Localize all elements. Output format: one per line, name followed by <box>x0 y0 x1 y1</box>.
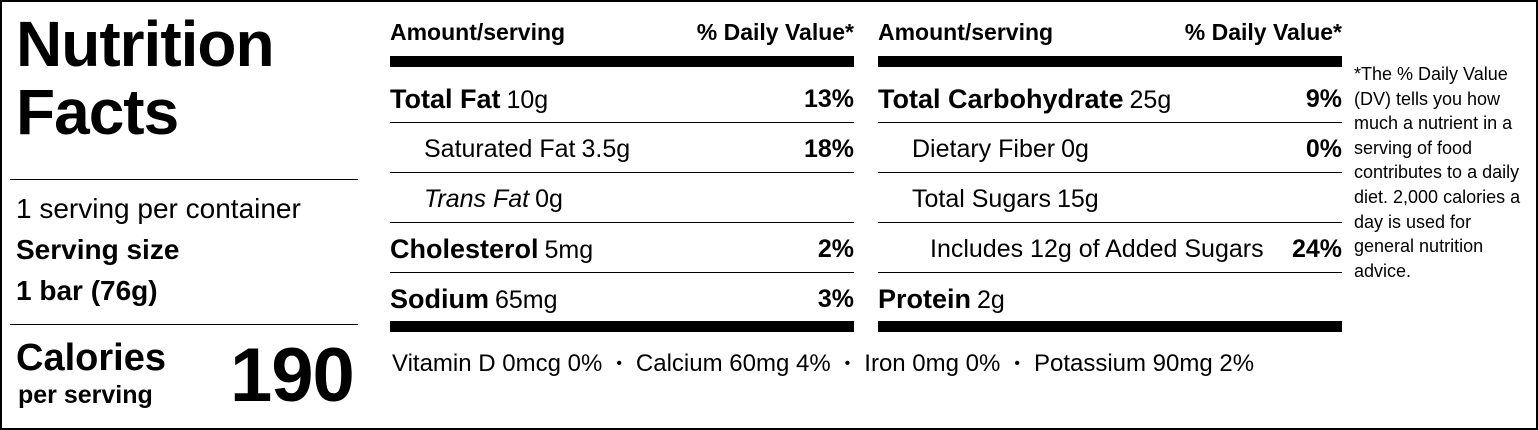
nutrient-row: Total Sugars 15g <box>878 174 1342 224</box>
thick-bar <box>878 56 1342 67</box>
nutrient-row: Trans Fat 0g <box>390 174 854 224</box>
calories-sublabel: per serving <box>18 381 153 409</box>
nutrient-row: Includes 12g of Added Sugars 24% <box>878 224 1342 274</box>
nutrient-row: Sodium 65mg 3% <box>390 274 854 324</box>
amount-header: Amount/serving <box>878 19 1054 45</box>
nutrient-name: Total Fat <box>390 84 501 114</box>
nutrient-name: Includes 12g of Added Sugars <box>930 235 1264 263</box>
row-divider <box>878 272 1342 273</box>
title: Nutrition Facts <box>16 8 275 148</box>
nutrient-column: Amount/serving % Daily Value* Total Carboh… <box>878 2 1342 342</box>
nutrient-amount: 25g <box>1129 86 1172 114</box>
serving-size: 1 bar (76g) <box>16 275 158 306</box>
row-divider <box>878 122 1342 123</box>
dv-header: % Daily Value* <box>696 19 854 45</box>
vitamin-item: Calcium 60mg 4% <box>602 350 831 377</box>
daily-value: 18% <box>803 135 854 163</box>
dv-header: % Daily Value* <box>1184 19 1342 45</box>
vitamin-item: Vitamin D 0mcg 0% <box>392 350 603 377</box>
nutrient-name: Saturated Fat <box>424 135 576 163</box>
nutrient-row: Cholesterol 5mg 2% <box>390 224 854 274</box>
title-line: Facts <box>16 76 179 148</box>
row-divider <box>390 222 854 223</box>
vitamin-item: Iron 0mg 0% <box>831 350 1000 377</box>
nutrient-amount: 65mg <box>495 286 558 314</box>
thick-bar <box>390 56 854 67</box>
footnote: *The % Daily Value (DV) tells you how mu… <box>1354 64 1521 281</box>
servings: 1 serving per container <box>16 193 301 224</box>
nutrient-amount: 3.5g <box>581 135 631 163</box>
daily-value: 9% <box>1305 85 1342 113</box>
vitamin-item: Potassium 90mg 2% <box>1000 350 1254 377</box>
row-divider <box>878 222 1342 223</box>
divider <box>10 324 358 325</box>
amount-header: Amount/serving <box>390 19 566 45</box>
nutrient-row: Total Fat 10g 13% <box>390 74 854 124</box>
calories-label: Calories <box>16 337 166 379</box>
row-divider <box>878 172 1342 173</box>
calories-value: 190 <box>230 333 355 418</box>
nutrient-amount: 2g <box>977 286 1005 314</box>
nutrient-name: Dietary Fiber <box>912 135 1056 163</box>
column-header: Amount/serving % Daily Value* <box>390 16 854 48</box>
nutrient-amount: 10g <box>506 86 549 114</box>
nutrient-name: Sodium <box>390 284 489 314</box>
nutrient-name: Protein <box>878 284 972 314</box>
nutrient-name: Trans Fat <box>424 185 530 213</box>
daily-value: 3% <box>817 285 854 313</box>
nutrient-amount: 5mg <box>544 236 594 264</box>
title-line: Nutrition <box>16 8 275 80</box>
nutrient-row: Total Carbohydrate 25g 9% <box>878 74 1342 124</box>
nutrient-row: Protein 2g <box>878 274 1342 324</box>
daily-value: 0% <box>1305 135 1342 163</box>
row-divider <box>390 122 854 123</box>
nutrient-row: Dietary Fiber 0g 0% <box>878 124 1342 174</box>
nutrient-amount: 0g <box>1061 135 1089 163</box>
daily-value: 13% <box>803 85 854 113</box>
nutrient-name: Total Sugars <box>912 185 1051 213</box>
nutrient-amount: 0g <box>535 185 563 213</box>
nutrient-name: Total Carbohydrate <box>878 84 1124 114</box>
serving-size-label: Serving size <box>16 234 180 265</box>
row-divider <box>390 172 854 173</box>
divider <box>10 179 358 180</box>
column-header: Amount/serving % Daily Value* <box>878 16 1342 48</box>
row-divider <box>390 272 854 273</box>
nutrient-row: Saturated Fat 3.5g 18% <box>390 124 854 174</box>
daily-value: 24% <box>1291 235 1342 263</box>
vitamins: Vitamin D 0mcg 0%Calcium 60mg 4%Iron 0mg… <box>392 346 1254 385</box>
daily-value: 2% <box>817 235 854 263</box>
thick-bar <box>878 321 1342 332</box>
nutrient-column: Amount/serving % Daily Value* Total Fat 10g… <box>390 2 854 342</box>
nutrient-name: Cholesterol <box>390 234 539 264</box>
thick-bar <box>390 321 854 332</box>
nutrient-amount: 15g <box>1056 185 1099 213</box>
